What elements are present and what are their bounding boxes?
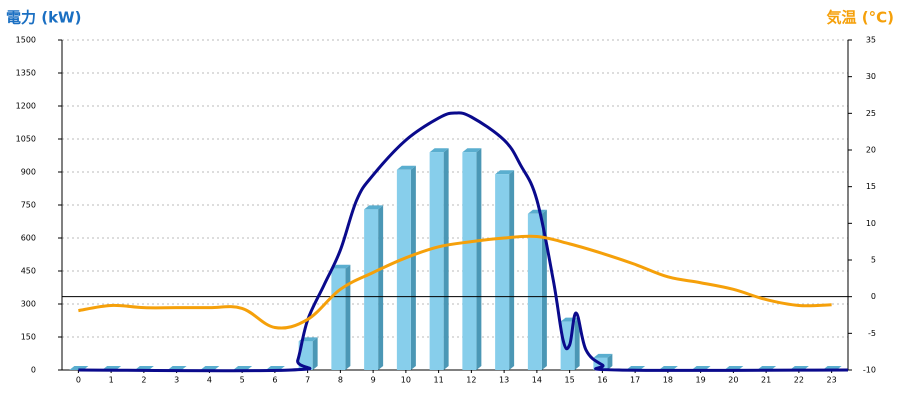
bar-top [396,165,416,170]
bar [200,366,220,370]
bar [527,209,547,370]
x-tick-label: 5 [240,376,245,385]
x-tick-label: 0 [76,376,81,385]
bar-top [527,209,547,214]
y-tick-label: 450 [21,267,36,276]
y2-tick-label: -5 [868,329,876,338]
y-tick-label: 150 [21,333,36,342]
bar-side [410,165,416,370]
y-tick-label: 1350 [16,69,36,78]
bar [167,366,187,370]
x-tick-label: 20 [728,376,738,385]
x-tick-label: 22 [794,376,804,385]
x-tick-label: 18 [663,376,673,385]
x-tick-label: 9 [371,376,376,385]
x-tick-label: 16 [597,376,607,385]
bar-front [527,213,542,370]
bar [331,264,351,370]
bar-top [167,366,187,370]
x-tick-label: 6 [272,376,277,385]
bar-top [462,148,482,153]
bar [364,205,384,370]
bar-front [462,152,477,370]
y-tick-label: 1500 [16,36,36,45]
y-tick-label: 600 [21,234,36,243]
bar-front [364,209,379,370]
bar-side [378,205,384,370]
bar [429,148,449,370]
x-tick-label: 13 [499,376,509,385]
x-tick-label: 4 [207,376,212,385]
bar-side [476,148,482,370]
bar-front [331,268,346,370]
x-tick-label: 2 [141,376,146,385]
bar-front [429,152,444,370]
bar [462,148,482,370]
x-tick-label: 19 [696,376,706,385]
x-tick-label: 23 [827,376,837,385]
bar-side [345,264,351,370]
bar-top [233,366,253,370]
y2-tick-label: 0 [871,292,876,301]
y2-tick-label: -10 [863,366,876,375]
x-tick-label: 3 [174,376,179,385]
x-tick-label: 14 [532,376,542,385]
y2-tick-label: 10 [866,219,876,228]
y2-tick-label: 35 [866,36,876,45]
bar [233,366,253,370]
y-axis-title: 電力 (kW) [6,9,81,27]
bar-front [495,174,510,370]
y2-tick-label: 5 [871,256,876,265]
bar-front [396,169,411,370]
x-tick-label: 15 [565,376,575,385]
bar-side [607,353,613,370]
x-tick-label: 12 [466,376,476,385]
x-tick-label: 11 [434,376,444,385]
bar-top [364,205,384,210]
y-tick-label: 0 [31,366,36,375]
bar-top [429,148,449,153]
bar [396,165,416,370]
x-tick-label: 10 [401,376,411,385]
y2-tick-label: 15 [866,182,876,191]
y2-tick-label: 20 [866,146,876,155]
bar-top [495,170,515,175]
bar-top [593,353,613,358]
y-tick-label: 300 [21,300,36,309]
bar [495,170,515,370]
x-tick-label: 17 [630,376,640,385]
x-tick-label: 1 [109,376,114,385]
y-tick-label: 1200 [16,102,36,111]
y-tick-label: 1050 [16,135,36,144]
x-tick-label: 7 [305,376,310,385]
y2-tick-label: 25 [866,109,876,118]
x-tick-label: 8 [338,376,343,385]
line [78,234,832,330]
x-tick-label: 21 [761,376,771,385]
bar-side [541,209,547,370]
bar-side [312,337,318,370]
bar-top [200,366,220,370]
bar-top [331,264,351,269]
y2-tick-label: 30 [866,72,876,81]
y-tick-label: 900 [21,168,36,177]
bar-side [443,148,449,370]
y2-axis-title: 気温 (°C) [827,9,894,27]
bar-side [574,317,580,370]
y-tick-label: 750 [21,201,36,210]
bar-side [509,170,515,370]
